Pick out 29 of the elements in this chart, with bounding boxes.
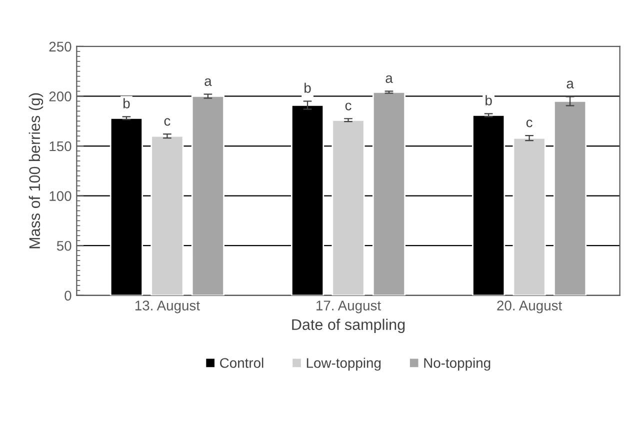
bar: [150, 135, 184, 296]
data-label: b: [486, 95, 492, 106]
data-label: a: [204, 78, 212, 86]
x-tick-label: 17. August: [316, 300, 381, 314]
y-tick-label: 50: [56, 240, 72, 251]
legend-label: No-topping: [424, 358, 490, 371]
data-label: c: [164, 118, 170, 126]
y-tick-label: 250: [49, 42, 72, 52]
bar: [554, 100, 587, 296]
x-tick-label: 13. August: [135, 300, 200, 314]
x-axis-title: Date of sampling: [292, 318, 405, 334]
y-tick-label: 0: [64, 290, 72, 301]
y-tick-label: 150: [50, 141, 72, 152]
data-label: a: [386, 75, 393, 83]
bar: [372, 92, 406, 296]
bar: [512, 137, 546, 296]
data-label: b: [124, 98, 130, 108]
x-tick-label: 20. August: [497, 300, 562, 314]
data-label: a: [566, 80, 574, 88]
data-label: c: [345, 102, 352, 110]
y-tick-label: 200: [49, 92, 72, 102]
legend-label: Low-topping: [306, 358, 381, 371]
y-axis-title: Mass of 100 berries (g): [28, 93, 44, 248]
legend-label: Control: [220, 358, 264, 368]
bar: [332, 119, 365, 296]
y-tick-label: 100: [50, 191, 72, 201]
data-label: b: [304, 82, 311, 93]
bar: [191, 96, 224, 296]
data-label: c: [526, 120, 532, 128]
